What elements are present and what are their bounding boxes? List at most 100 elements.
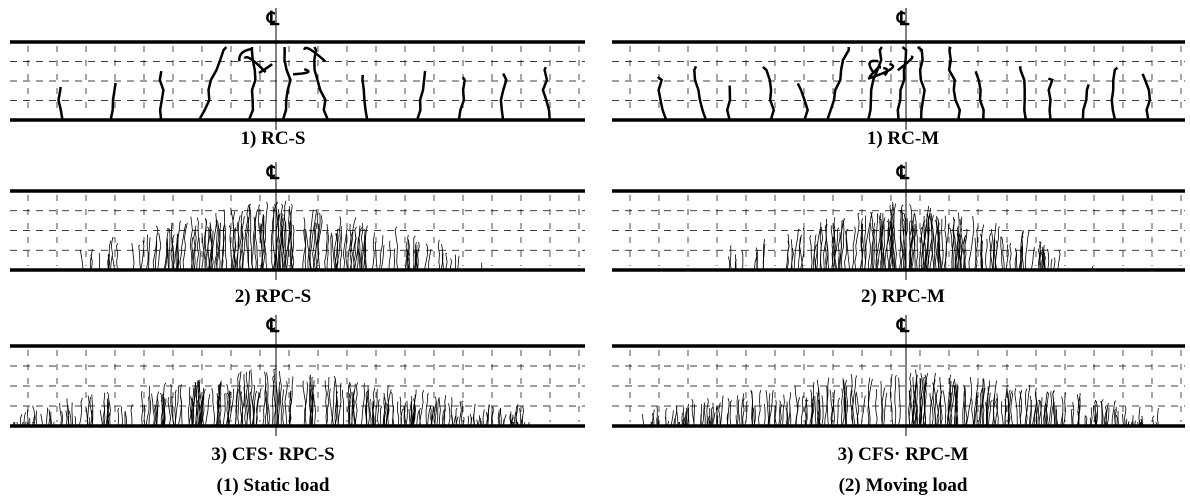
crack — [441, 244, 444, 271]
crack — [712, 412, 716, 427]
crack — [1041, 244, 1045, 270]
crack — [844, 228, 849, 271]
crack — [976, 395, 978, 427]
crack — [1090, 407, 1093, 427]
crack — [744, 401, 748, 427]
crack — [429, 405, 433, 427]
crack — [369, 399, 372, 427]
crack — [189, 395, 193, 427]
crack — [303, 381, 309, 427]
crack — [179, 223, 187, 271]
crack — [718, 402, 721, 427]
crack — [202, 388, 206, 427]
crack — [851, 389, 856, 427]
crack — [197, 381, 203, 427]
crack — [875, 389, 878, 427]
crack — [238, 47, 254, 62]
crack — [487, 405, 490, 427]
crack — [1005, 244, 1009, 271]
crack — [954, 391, 957, 426]
crack — [939, 386, 943, 427]
crack — [326, 224, 330, 271]
crack — [1047, 77, 1054, 121]
crack — [289, 203, 293, 271]
crack — [809, 234, 813, 271]
crack — [902, 212, 907, 271]
crack — [736, 395, 739, 427]
crack — [478, 415, 481, 427]
crack — [1077, 392, 1081, 427]
crack — [419, 407, 422, 427]
crack — [816, 242, 819, 271]
crack — [987, 392, 991, 427]
crack — [281, 213, 287, 271]
crack — [266, 372, 270, 427]
crack — [729, 245, 732, 271]
crack — [405, 242, 408, 271]
crack — [363, 225, 368, 271]
crack — [192, 382, 197, 427]
crack — [153, 405, 157, 427]
crack — [684, 411, 687, 427]
crack — [741, 393, 745, 427]
crack — [275, 201, 279, 271]
crack — [1055, 405, 1058, 427]
crack — [498, 407, 502, 427]
crack — [188, 387, 194, 427]
crack — [517, 421, 519, 427]
crack — [993, 238, 998, 271]
crack — [40, 413, 44, 427]
crack — [442, 410, 444, 427]
crack — [433, 401, 437, 427]
crack — [170, 234, 175, 270]
crack — [988, 400, 993, 427]
crack — [463, 416, 465, 427]
crack — [361, 229, 366, 270]
crack — [687, 403, 689, 427]
crack — [1041, 246, 1044, 270]
crack — [205, 226, 210, 271]
crack — [678, 421, 681, 427]
crack — [1000, 236, 1005, 271]
crack — [141, 391, 144, 427]
crack — [380, 245, 385, 271]
crack — [249, 206, 254, 271]
crack — [235, 372, 240, 427]
crack — [24, 421, 27, 427]
crack — [913, 378, 918, 427]
crack — [148, 385, 151, 427]
crack — [437, 239, 441, 271]
crack — [651, 413, 655, 427]
crack — [1115, 414, 1118, 427]
crack — [898, 377, 901, 427]
crack — [312, 222, 316, 271]
crack — [518, 408, 522, 427]
column-caption: (2) Moving load — [839, 475, 968, 496]
crack — [833, 227, 840, 271]
crack — [849, 374, 854, 427]
crack — [1047, 248, 1050, 271]
crack — [523, 421, 526, 427]
crack — [348, 393, 351, 427]
crack — [218, 380, 222, 427]
crack — [992, 402, 995, 427]
panel-label: 2) RPC-S — [235, 286, 312, 307]
crack — [1117, 410, 1119, 427]
crack — [237, 215, 241, 270]
crack — [288, 376, 294, 427]
crack — [884, 226, 889, 271]
crack — [985, 386, 989, 427]
crack — [151, 393, 155, 427]
crack — [324, 231, 328, 271]
crack — [855, 392, 859, 427]
crack — [111, 256, 115, 271]
crack — [453, 415, 456, 427]
crack — [908, 372, 912, 427]
crack — [1050, 258, 1053, 271]
crack — [972, 382, 979, 427]
crack — [371, 232, 375, 271]
crack — [985, 392, 989, 427]
crack — [541, 66, 552, 121]
crack — [810, 402, 814, 427]
crack — [497, 410, 500, 427]
